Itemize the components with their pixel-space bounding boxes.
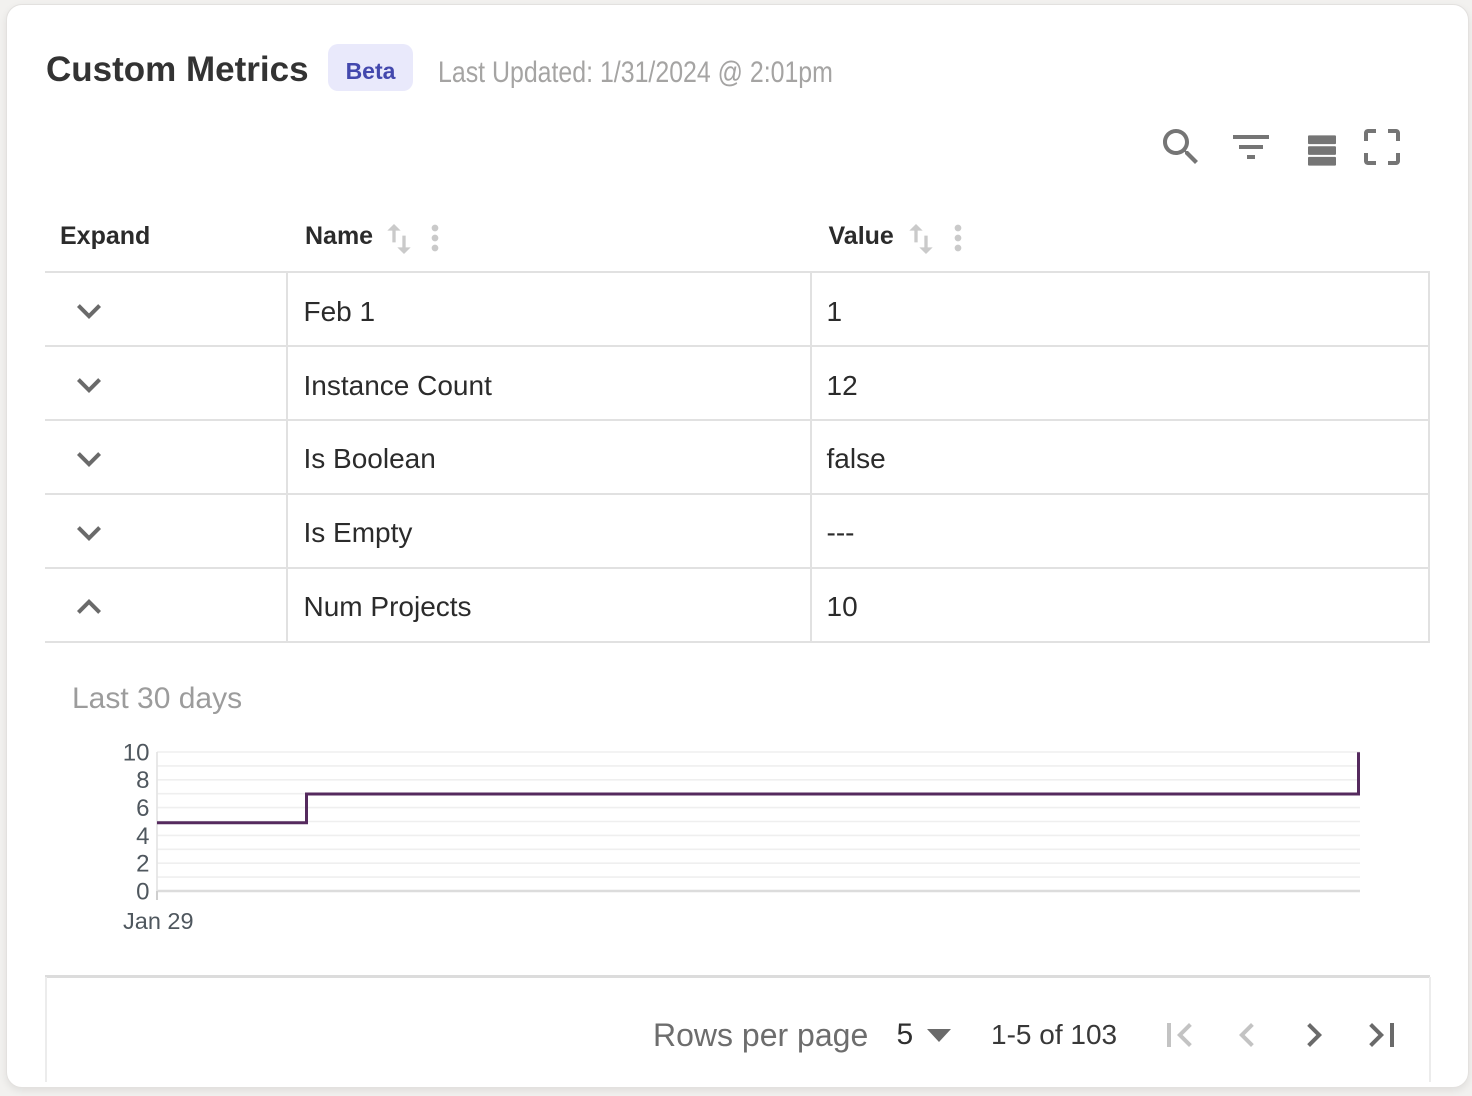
svg-text:8: 8 <box>136 767 149 794</box>
svg-text:6: 6 <box>136 795 149 822</box>
svg-text:0: 0 <box>136 878 149 905</box>
svg-text:4: 4 <box>136 823 149 850</box>
svg-text:2: 2 <box>136 851 149 878</box>
svg-text:10: 10 <box>123 739 150 766</box>
svg-text:Jan 29: Jan 29 <box>123 908 194 934</box>
